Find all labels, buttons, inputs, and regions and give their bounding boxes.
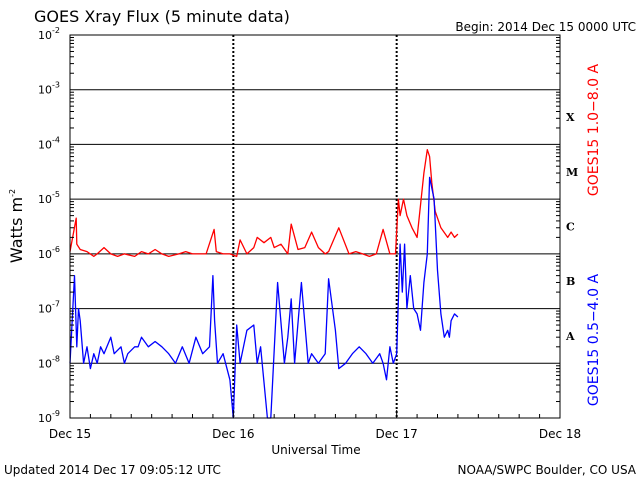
y-tick-label: 10-8	[38, 354, 60, 370]
y-tick-labels: 10-2 10-3 10-4 10-5 10-6 10-7 10-8 10-9	[38, 26, 60, 425]
y-tick-label: 10-4	[38, 135, 60, 151]
x-tick-label: Dec 15	[49, 427, 91, 441]
y-axis-label: Watts m-2	[7, 189, 26, 263]
flare-class-label: M	[566, 166, 578, 179]
x-tick-label: Dec 16	[212, 427, 254, 441]
updated-timestamp: Updated 2014 Dec 17 09:05:12 UTC	[4, 463, 221, 477]
legend-entry: GOES15 1.0−8.0 A	[586, 64, 602, 197]
y-tick-label: 10-7	[38, 300, 60, 316]
x-axis-label: Universal Time	[271, 443, 360, 457]
grid-lines	[70, 34, 560, 419]
y-axis-label-group: Watts m-2	[7, 189, 26, 263]
y-tick-label: 10-9	[38, 409, 60, 425]
x-tick-labels: Dec 15 Dec 16 Dec 17 Dec 18	[49, 427, 581, 441]
flare-class-label: A	[565, 330, 575, 343]
flare-class-labels: X M C B A	[565, 111, 578, 343]
y-axis-label-text: Watts m	[7, 197, 26, 263]
legend-label: GOES15 1.0−8.0 A	[586, 64, 602, 197]
y-tick-label: 10-5	[38, 190, 60, 206]
flare-class-label: B	[566, 275, 575, 288]
legend-label: GOES15 0.5−4.0 A	[586, 274, 602, 407]
flare-class-label: C	[566, 221, 575, 234]
x-tick-label: Dec 17	[376, 427, 418, 441]
credit-text: NOAA/SWPC Boulder, CO USA	[458, 463, 637, 477]
axis-tick-marks	[69, 37, 561, 418]
legend-entry: GOES15 0.5−4.0 A	[586, 274, 602, 407]
y-tick-label: 10-2	[38, 26, 60, 42]
x-tick-label: Dec 18	[539, 427, 581, 441]
y-tick-label: 10-3	[38, 81, 60, 97]
y-axis-label-exponent: -2	[8, 189, 17, 197]
y-tick-label: 10-6	[38, 245, 60, 261]
flare-class-label: X	[566, 111, 575, 124]
series-line-long-wave	[69, 149, 459, 258]
chart-title: GOES Xray Flux (5 minute data)	[34, 7, 290, 26]
begin-time-label: Begin: 2014 Dec 15 0000 UTC	[455, 20, 636, 34]
legend: GOES15 1.0−8.0 A GOES15 0.5−4.0 A	[586, 64, 602, 407]
